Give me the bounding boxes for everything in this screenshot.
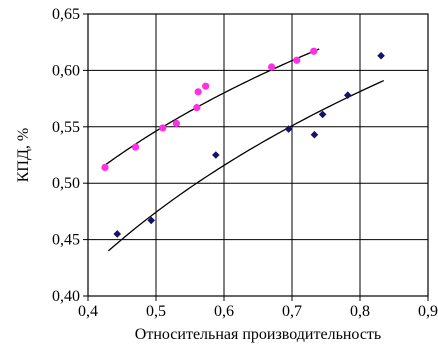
trendlines — [104, 48, 385, 252]
x-tick-label: 0,7 — [282, 303, 302, 320]
axes — [83, 13, 429, 301]
y-tick-labels: 0,40 0,45 0,50 0,55 0,60 0,65 — [52, 6, 80, 305]
data-point-diamond — [310, 130, 319, 139]
data-point-diamond — [377, 51, 385, 60]
trendline-2 — [107, 79, 385, 252]
x-tick-labels: 0,4 0,5 0,6 0,7 0,8 0,9 — [78, 303, 438, 320]
y-tick-label: 0,65 — [52, 6, 80, 23]
data-point-diamond — [212, 151, 220, 159]
data-point-diamond — [318, 110, 327, 119]
x-tick-label: 0,8 — [350, 303, 370, 320]
x-tick-label: 0,6 — [214, 303, 234, 320]
data-point-diamond — [343, 91, 352, 100]
data-point-circle — [101, 163, 109, 172]
x-tick-label: 0,4 — [78, 303, 98, 320]
y-axis-title: КПД, % — [15, 128, 32, 182]
data-point-diamond — [147, 216, 156, 225]
data-point-circle — [132, 143, 140, 151]
data-point-circle — [268, 63, 276, 71]
data-point-circle — [172, 119, 180, 128]
data-point-circle — [202, 82, 210, 90]
x-tick-label: 0,5 — [146, 303, 166, 320]
data-point-circle — [193, 104, 201, 112]
data-points — [101, 47, 385, 238]
data-point-circle — [159, 124, 167, 132]
y-tick-label: 0,40 — [52, 288, 80, 305]
y-tick-label: 0,50 — [52, 175, 80, 192]
data-point-circle — [310, 47, 318, 55]
x-tick-label: 0,9 — [418, 303, 438, 320]
plot-frame — [87, 13, 429, 297]
y-tick-label: 0,55 — [52, 119, 80, 136]
plot-area — [88, 14, 428, 296]
trendline-1 — [104, 48, 320, 166]
data-point-circle — [194, 88, 202, 96]
y-tick-label: 0,45 — [52, 232, 80, 249]
data-point-diamond — [113, 230, 122, 238]
y-tick-label: 0,60 — [52, 62, 80, 79]
x-axis-title: Относительная производительность — [135, 326, 381, 343]
data-point-circle — [293, 56, 301, 64]
data-point-diamond — [284, 125, 293, 133]
